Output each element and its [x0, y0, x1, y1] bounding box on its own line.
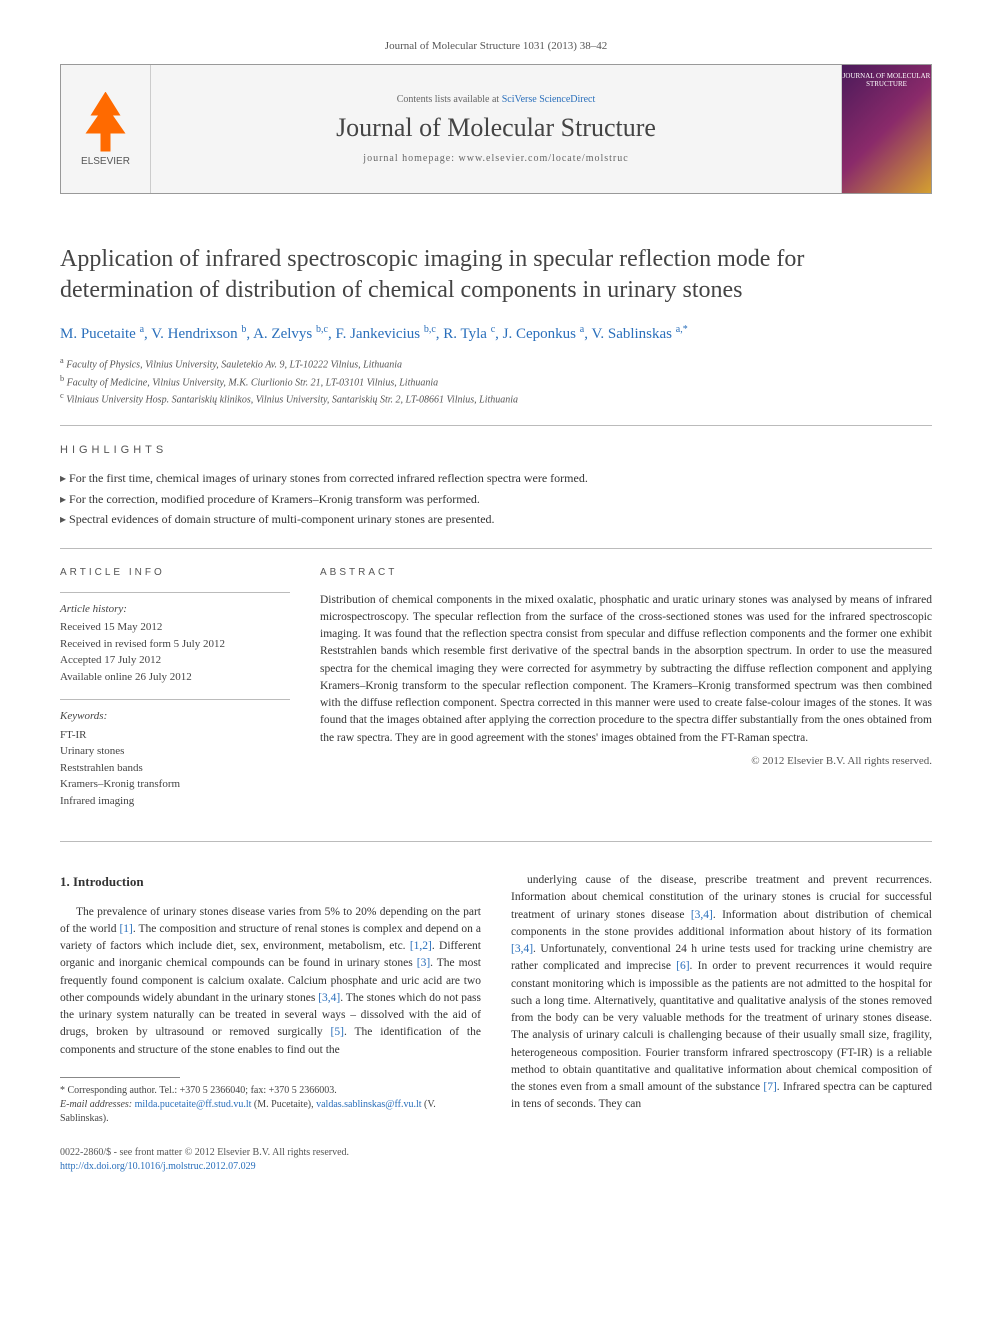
cover-thumb-text: JOURNAL OF MOLECULAR STRUCTURE: [842, 73, 931, 88]
article-history: Article history: Received 15 May 2012Rec…: [60, 592, 290, 686]
doi-link[interactable]: http://dx.doi.org/10.1016/j.molstruc.201…: [60, 1161, 256, 1172]
footnotes: * Corresponding author. Tel.: +370 5 236…: [60, 1084, 481, 1126]
keyword: Urinary stones: [60, 743, 290, 760]
page-footer: 0022-2860/$ - see front matter © 2012 El…: [60, 1146, 932, 1174]
article-info-label: ARTICLE INFO: [60, 567, 290, 578]
copyright-line: © 2012 Elsevier B.V. All rights reserved…: [320, 755, 932, 767]
highlights-label: HIGHLIGHTS: [60, 444, 932, 456]
body-column-left: 1. Introduction The prevalence of urinar…: [60, 872, 481, 1126]
keyword: Infrared imaging: [60, 793, 290, 810]
history-line: Accepted 17 July 2012: [60, 652, 290, 669]
abstract-text: Distribution of chemical components in t…: [320, 592, 932, 747]
contents-available-line: Contents lists available at SciVerse Sci…: [161, 94, 831, 105]
body-column-right: underlying cause of the disease, prescri…: [511, 872, 932, 1126]
history-heading: Article history:: [60, 601, 290, 618]
email-addresses: E-mail addresses: milda.pucetaite@ff.stu…: [60, 1098, 481, 1126]
elsevier-tree-icon: [81, 92, 131, 152]
affiliation-line: a Faculty of Physics, Vilnius University…: [60, 355, 932, 372]
highlight-item: Spectral evidences of domain structure o…: [60, 509, 932, 529]
header-center: Contents lists available at SciVerse Sci…: [151, 84, 841, 174]
reference-link[interactable]: [1]: [119, 923, 132, 935]
contents-prefix: Contents lists available at: [397, 94, 502, 105]
email-link-2[interactable]: valdas.sablinskas@ff.vu.lt: [316, 1099, 421, 1110]
affiliation-line: c Vilniaus University Hosp. Santariskių …: [60, 390, 932, 407]
introduction-heading: 1. Introduction: [60, 872, 481, 892]
footnote-separator: [60, 1077, 180, 1078]
article-title: Application of infrared spectroscopic im…: [60, 244, 932, 306]
keywords-block: Keywords: FT-IRUrinary stonesReststrahle…: [60, 699, 290, 809]
reference-link[interactable]: [1,2]: [410, 940, 432, 952]
reference-link[interactable]: [3]: [417, 957, 430, 969]
divider: [60, 425, 932, 426]
keywords-heading: Keywords:: [60, 708, 290, 725]
keyword: Kramers–Kronig transform: [60, 776, 290, 793]
abstract-column: ABSTRACT Distribution of chemical compon…: [320, 567, 932, 824]
journal-cover-thumbnail: JOURNAL OF MOLECULAR STRUCTURE: [841, 65, 931, 193]
email-link-1[interactable]: milda.pucetaite@ff.stud.vu.lt: [135, 1099, 252, 1110]
keyword: Reststrahlen bands: [60, 760, 290, 777]
email-name-1: (M. Pucetaite),: [251, 1099, 316, 1110]
highlight-item: For the first time, chemical images of u…: [60, 468, 932, 488]
homepage-prefix: journal homepage:: [363, 153, 458, 164]
publisher-logo: ELSEVIER: [61, 65, 151, 193]
sciencedirect-link[interactable]: SciVerse ScienceDirect: [502, 94, 596, 105]
reference-link[interactable]: [3,4]: [691, 909, 713, 921]
homepage-line: journal homepage: www.elsevier.com/locat…: [161, 153, 831, 164]
article-info-column: ARTICLE INFO Article history: Received 1…: [60, 567, 290, 824]
reference-link[interactable]: [5]: [331, 1026, 344, 1038]
highlight-item: For the correction, modified procedure o…: [60, 489, 932, 509]
highlights-list: For the first time, chemical images of u…: [60, 468, 932, 529]
reference-link[interactable]: [6]: [676, 960, 689, 972]
homepage-url[interactable]: www.elsevier.com/locate/molstruc: [459, 153, 629, 164]
journal-header: ELSEVIER Contents lists available at Sci…: [60, 64, 932, 194]
affiliation-line: b Faculty of Medicine, Vilnius Universit…: [60, 373, 932, 390]
intro-paragraph-1: The prevalence of urinary stones disease…: [60, 904, 481, 1059]
authors-list: M. Pucetaite a, V. Hendrixson b, A. Zelv…: [60, 324, 932, 343]
reference-link[interactable]: [7]: [763, 1081, 776, 1093]
journal-title: Journal of Molecular Structure: [161, 113, 831, 143]
corresponding-author-note: * Corresponding author. Tel.: +370 5 236…: [60, 1084, 481, 1098]
history-line: Available online 26 July 2012: [60, 669, 290, 686]
affiliations: a Faculty of Physics, Vilnius University…: [60, 355, 932, 407]
issn-line: 0022-2860/$ - see front matter © 2012 El…: [60, 1146, 932, 1160]
history-line: Received in revised form 5 July 2012: [60, 636, 290, 653]
intro-paragraph-2: underlying cause of the disease, prescri…: [511, 872, 932, 1114]
journal-reference: Journal of Molecular Structure 1031 (201…: [60, 40, 932, 52]
divider: [60, 548, 932, 549]
divider: [60, 841, 932, 842]
abstract-label: ABSTRACT: [320, 567, 932, 578]
reference-link[interactable]: [3,4]: [511, 943, 533, 955]
history-line: Received 15 May 2012: [60, 619, 290, 636]
keyword: FT-IR: [60, 727, 290, 744]
reference-link[interactable]: [3,4]: [318, 992, 340, 1004]
publisher-name: ELSEVIER: [81, 156, 130, 167]
email-label: E-mail addresses:: [60, 1099, 135, 1110]
